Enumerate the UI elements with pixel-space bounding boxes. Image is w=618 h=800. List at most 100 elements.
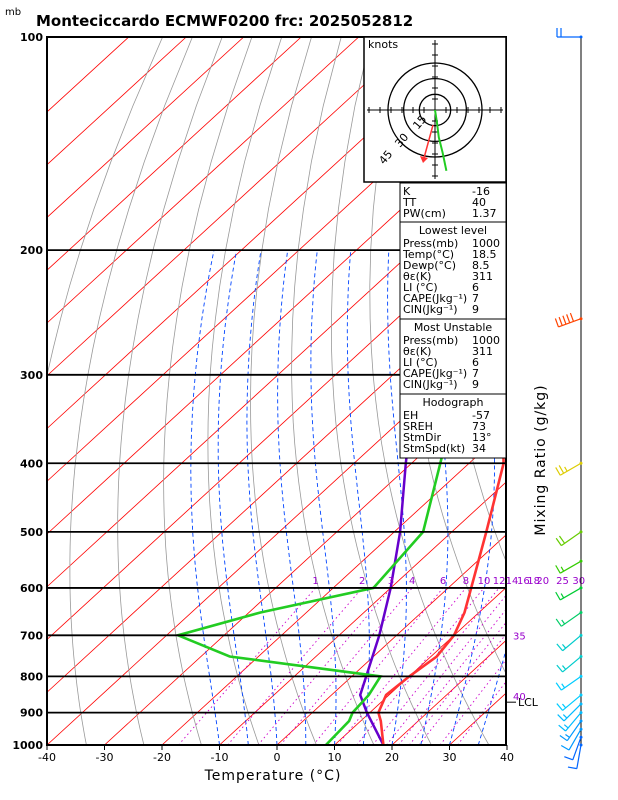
- x-tick-label: 20: [385, 751, 399, 764]
- wind-barb-point: [579, 702, 583, 706]
- dry-adiabat-line: [291, 37, 375, 745]
- wind-barb-staff: [576, 744, 582, 769]
- wind-barb-half-flag: [561, 683, 566, 689]
- table-key: CIN(Jkg⁻¹): [403, 378, 458, 391]
- x-tick-label: 0: [274, 751, 281, 764]
- dry-adiabat-line: [512, 37, 618, 745]
- table-section-title: Hodograph: [423, 396, 484, 409]
- wet-adiabat-line: [507, 250, 606, 745]
- mixing-ratio-tick-label: 30: [572, 576, 585, 587]
- wind-barb-flag: [558, 316, 563, 326]
- mixing-ratio-label: Mixing Ratio (g/kg): [533, 384, 549, 535]
- wind-barb-half-flag: [562, 714, 568, 719]
- wind-barb-flag: [556, 643, 564, 652]
- isotherm-line: [47, 37, 187, 166]
- mixing-ratio-tick-label: 12: [493, 576, 506, 587]
- hodograph-trace: [434, 109, 448, 172]
- wind-barb-point: [579, 693, 583, 697]
- x-tick-label: -40: [38, 751, 56, 764]
- wind-barb-flag: [557, 714, 565, 722]
- wind-barb-half-flag: [565, 734, 570, 738]
- dry-adiabat-line: [47, 37, 163, 378]
- wind-barb-point: [579, 711, 583, 715]
- wind-barb-flag: [560, 744, 570, 751]
- table-value: 6: [472, 281, 479, 294]
- table-key: θε(K): [403, 270, 431, 283]
- x-tick-label: -10: [211, 751, 229, 764]
- pressure-tick-label: 700: [20, 629, 43, 642]
- wind-barb-flag: [555, 467, 561, 476]
- isotherm-line: [47, 37, 302, 271]
- x-tick-label: -20: [153, 751, 171, 764]
- table-key: CAPE(Jkg⁻¹): [403, 292, 467, 305]
- table-value: 9: [472, 378, 479, 391]
- table-value: 7: [472, 367, 479, 380]
- wind-barb-half-flag: [561, 619, 566, 625]
- table-value: 311: [472, 270, 493, 283]
- table-value: 1000: [472, 334, 500, 347]
- mixing-ratio-tick-label: 25: [556, 576, 569, 587]
- wind-barb-flag: [555, 537, 562, 546]
- wind-barb-flag: [555, 618, 562, 627]
- table-value: 9: [472, 303, 479, 316]
- mixing-ratio-tick-label: 10: [478, 576, 491, 587]
- mixing-ratio-tick-label: 18: [527, 576, 540, 587]
- table-key: Dewp(°C): [403, 259, 456, 272]
- x-tick-label: -30: [96, 751, 114, 764]
- wind-barb-half-flag: [563, 724, 569, 729]
- x-tick-label: 40: [500, 751, 514, 764]
- wind-barb-half-flag: [560, 566, 565, 572]
- storm-motion-arrow: [420, 156, 428, 163]
- wind-barb-half-flag: [564, 466, 568, 472]
- mixing-ratio-line: [372, 587, 500, 745]
- table-key: TT: [402, 196, 417, 209]
- wind-barb-point: [579, 633, 583, 637]
- wind-barbs: [554, 28, 583, 770]
- table-key: LI (°C): [403, 281, 438, 294]
- table-key: EH: [403, 409, 418, 422]
- dry-adiabat-line: [69, 37, 193, 745]
- wind-barb-point: [579, 461, 583, 465]
- table-value: -16: [472, 185, 490, 198]
- wind-barb-flag: [564, 756, 573, 761]
- table-value: 34: [472, 442, 486, 455]
- wind-barb-staff: [560, 675, 582, 691]
- wind-barb-point: [579, 719, 583, 723]
- mixing-ratio-line: [386, 594, 506, 745]
- wet-adiabat-line: [477, 648, 506, 745]
- isotherm-line: [47, 217, 506, 641]
- table-key: PW(cm): [403, 207, 446, 220]
- wet-adiabat-line: [246, 250, 278, 745]
- wind-barb-flag: [567, 766, 577, 770]
- hodograph-title: knots: [368, 38, 398, 51]
- mixing-ratio-line: [280, 587, 413, 745]
- wind-barb-flag: [569, 312, 575, 322]
- table-value: 1000: [472, 237, 500, 250]
- table-key: StmDir: [403, 431, 442, 444]
- mixing-ratio-tick-label: 3: [388, 576, 394, 587]
- table-key: CIN(Jkg⁻¹): [403, 303, 458, 316]
- table-box: [399, 221, 507, 320]
- wind-barb-flag: [558, 465, 565, 474]
- isotherm-line: [47, 37, 359, 324]
- mixing-ratio-tick-label: 20: [536, 576, 549, 587]
- dry-adiabat-line: [545, 37, 618, 745]
- table-section-title: Lowest level: [419, 224, 487, 237]
- isotherm-line: [47, 270, 506, 693]
- x-tick-label: 30: [443, 751, 457, 764]
- mixing-ratio-line: [337, 587, 467, 745]
- wind-barb-staff: [572, 737, 582, 760]
- mixing-ratio-tick-label: 1: [312, 576, 318, 587]
- mixing-ratio-tick-label: 2: [359, 576, 365, 587]
- dry-adiabat-line: [163, 37, 253, 745]
- chart-title: Monteciccardo ECMWF0200 frc: 2025052812: [36, 12, 413, 30]
- mixing-ratio-line: [418, 633, 506, 745]
- mixing-ratio-tick-label: 6: [440, 576, 446, 587]
- wind-barb-flag: [556, 703, 564, 711]
- wind-barb-staff: [560, 612, 582, 627]
- table-key: Temp(°C): [402, 248, 454, 261]
- wet-adiabat-label: 40: [513, 692, 526, 703]
